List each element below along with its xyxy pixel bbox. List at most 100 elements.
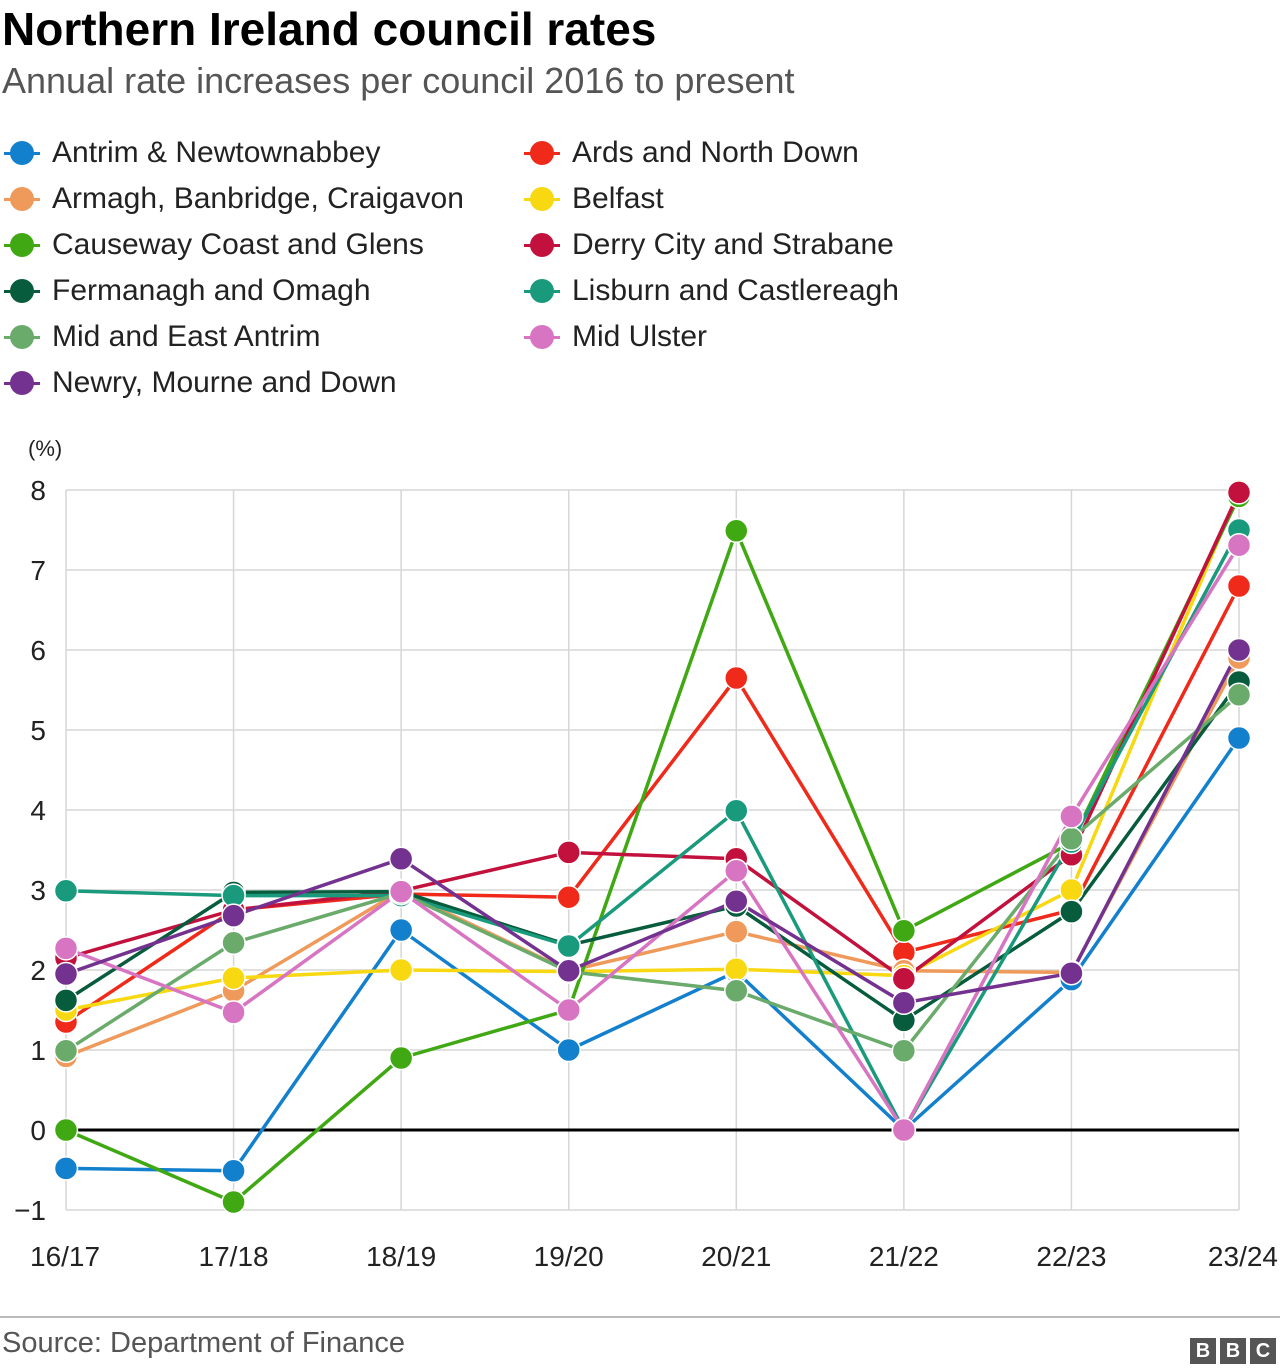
data-point-mid-ulster: [1226, 532, 1252, 558]
legend-item-mid-and-east-antrim: Mid and East Antrim: [2, 314, 320, 360]
data-point-mid-ulster: [724, 858, 749, 884]
legend-label: Belfast: [572, 182, 664, 215]
chart-subtitle: Annual rate increases per council 2016 t…: [2, 60, 795, 101]
data-point-mid-ulster: [891, 1117, 917, 1143]
data-point-belfast: [1059, 877, 1084, 903]
chart-title: Northern Ireland council rates: [2, 3, 657, 55]
legend-item-causeway-coast-and-glens: Causeway Coast and Glens: [2, 222, 424, 268]
legend-label: Derry City and Strabane: [572, 228, 894, 261]
legend-swatch: [2, 184, 42, 214]
data-point-belfast: [388, 957, 414, 983]
data-point-antrim-and-newtownabbey: [1226, 725, 1252, 751]
y-tick-label: 6: [30, 635, 46, 666]
series-line-newry-mourne-and-down: [65, 649, 1241, 1005]
data-point-lisburn-and-castlereagh: [53, 878, 79, 904]
series-line-belfast: [65, 490, 1241, 1012]
y-tick-label: 1: [30, 1035, 46, 1066]
data-point-derry-city-and-strabane: [891, 966, 917, 992]
data-point-newry-mourne-and-down: [1059, 960, 1084, 986]
legend-swatch: [2, 230, 42, 260]
series-line-fermanagh-and-omagh: [65, 680, 1241, 1023]
data-point-mid-and-east-antrim: [221, 930, 246, 956]
legend-swatch: [522, 184, 562, 214]
y-axis-unit: (%): [28, 436, 62, 461]
legend-item-belfast: Belfast: [522, 176, 664, 222]
data-point-newry-mourne-and-down: [891, 990, 917, 1016]
data-point-armagh-banbridge-craigavon: [724, 919, 749, 944]
legend: Antrim & Newtownabbey Ards and North Down…: [0, 130, 1280, 420]
series-line-ards-and-north-down: [65, 585, 1241, 1024]
legend-item-armagh-banbridge-craigavon: Armagh, Banbridge, Craigavon: [2, 176, 464, 222]
data-point-ards-and-north-down: [1226, 573, 1252, 599]
y-tick-label: 8: [30, 475, 46, 506]
legend-label: Fermanagh and Omagh: [52, 274, 371, 307]
y-tick-label: 4: [30, 795, 46, 826]
data-point-fermanagh-and-omagh: [53, 988, 79, 1013]
data-point-mid-ulster: [556, 997, 581, 1023]
data-point-antrim-and-newtownabbey: [53, 1156, 79, 1181]
data-point-belfast: [221, 965, 246, 991]
series-line-causeway-coast-and-glens: [65, 495, 1241, 1204]
data-point-mid-and-east-antrim: [724, 978, 749, 1004]
data-point-belfast: [724, 956, 749, 982]
y-tick-label: 5: [30, 715, 46, 746]
bbc-logo: B B C: [1190, 1338, 1276, 1364]
x-tick-label: 22/23: [1036, 1241, 1106, 1272]
data-point-mid-and-east-antrim: [1226, 682, 1252, 708]
data-point-mid-ulster: [1059, 804, 1084, 829]
legend-label: Mid Ulster: [572, 320, 708, 353]
data-point-fermanagh-and-omagh: [1059, 899, 1084, 924]
legend-label: Mid and East Antrim: [52, 320, 321, 353]
data-point-antrim-and-newtownabbey: [221, 1158, 246, 1184]
legend-label: Antrim & Newtownabbey: [52, 136, 381, 169]
legend-item-fermanagh-and-omagh: Fermanagh and Omagh: [2, 268, 371, 314]
data-point-newry-mourne-and-down: [1226, 637, 1252, 663]
legend-swatch: [522, 230, 562, 260]
bbc-logo-letter: C: [1250, 1338, 1276, 1364]
data-point-causeway-coast-and-glens: [724, 518, 749, 544]
data-point-lisburn-and-castlereagh: [724, 798, 749, 824]
data-point-mid-and-east-antrim: [891, 1038, 917, 1064]
legend-label: Armagh, Banbridge, Craigavon: [52, 182, 464, 215]
legend-swatch: [522, 322, 562, 352]
data-point-mid-and-east-antrim: [53, 1038, 79, 1064]
x-tick-label: 16/17: [30, 1241, 100, 1272]
legend-label: Lisburn and Castlereagh: [572, 274, 899, 307]
legend-label: Newry, Mourne and Down: [52, 366, 397, 399]
footer-divider: [0, 1316, 1280, 1318]
y-tick-label: 0: [30, 1115, 46, 1146]
data-point-mid-ulster: [388, 879, 414, 904]
legend-item-lisburn-and-castlereagh: Lisburn and Castlereagh: [522, 268, 899, 314]
data-point-mid-and-east-antrim: [1059, 826, 1084, 852]
x-tick-label: 17/18: [199, 1241, 269, 1272]
data-point-newry-mourne-and-down: [556, 958, 581, 984]
legend-item-newry-mourne-and-down: Newry, Mourne and Down: [2, 360, 397, 406]
legend-item-ards-and-north-down: Ards and North Down: [522, 130, 859, 176]
legend-swatch: [522, 276, 562, 306]
bbc-logo-letter: B: [1220, 1338, 1246, 1364]
legend-swatch: [2, 322, 42, 352]
legend-label: Ards and North Down: [572, 136, 859, 169]
series-line-antrim-and-newtownabbey: [65, 737, 1241, 1173]
x-tick-label: 18/19: [366, 1241, 436, 1272]
data-point-mid-ulster: [53, 936, 79, 961]
y-tick-label: −1: [14, 1195, 46, 1226]
data-point-newry-mourne-and-down: [724, 888, 749, 914]
legend-item-antrim-and-newtownabbey: Antrim & Newtownabbey: [2, 130, 380, 176]
data-point-causeway-coast-and-glens: [891, 918, 917, 944]
data-point-ards-and-north-down: [724, 665, 749, 691]
legend-swatch: [2, 368, 42, 398]
data-point-mid-ulster: [221, 1000, 246, 1025]
series-line-mid-ulster: [65, 544, 1241, 1132]
y-tick-label: 3: [30, 875, 46, 906]
data-point-lisburn-and-castlereagh: [556, 933, 581, 959]
data-point-newry-mourne-and-down: [221, 903, 246, 928]
x-tick-label: 21/22: [869, 1241, 939, 1272]
legend-label: Causeway Coast and Glens: [52, 228, 424, 261]
x-tick-label: 19/20: [534, 1241, 604, 1272]
data-point-derry-city-and-strabane: [556, 840, 581, 865]
x-tick-label: 20/21: [701, 1241, 771, 1272]
y-tick-label: 7: [30, 555, 46, 586]
bbc-logo-letter: B: [1190, 1338, 1216, 1364]
data-point-newry-mourne-and-down: [53, 961, 79, 987]
